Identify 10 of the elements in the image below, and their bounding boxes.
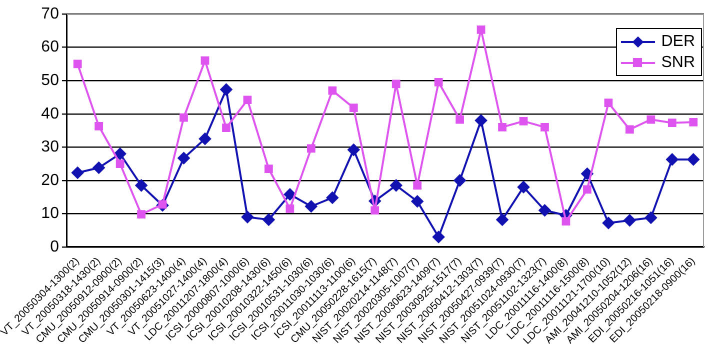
- y-tick-label: 30: [41, 138, 60, 156]
- y-tick-label: 70: [41, 5, 60, 22]
- y-tick-label: 50: [41, 72, 60, 89]
- y-tick-label: 10: [41, 205, 60, 222]
- legend-label: DER: [661, 32, 695, 52]
- y-tick-label: 0: [50, 238, 60, 256]
- y-tick-label: 20: [41, 172, 60, 189]
- y-tick-label: 60: [41, 38, 60, 56]
- legend-label: SNR: [661, 53, 695, 73]
- y-tick-label: 40: [41, 105, 60, 122]
